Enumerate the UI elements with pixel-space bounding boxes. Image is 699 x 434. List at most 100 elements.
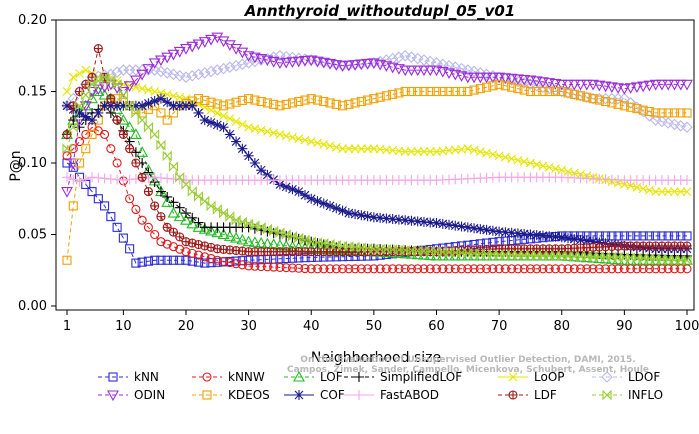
data-point	[444, 86, 454, 97]
y-tick-label: 0.00	[18, 299, 47, 314]
data-point	[431, 86, 442, 97]
data-point	[487, 69, 499, 82]
data-point	[663, 187, 673, 196]
data-point	[413, 245, 423, 257]
data-point	[350, 98, 360, 108]
series-line	[66, 69, 687, 193]
data-point	[87, 79, 97, 90]
data-point	[651, 231, 661, 241]
data-point	[256, 222, 266, 233]
data-point	[206, 117, 217, 128]
data-point	[123, 121, 136, 132]
data-point	[287, 98, 298, 108]
legend-label: LOF	[320, 370, 343, 384]
data-point	[131, 258, 141, 268]
data-point	[601, 264, 611, 274]
data-point	[180, 100, 191, 111]
data-point	[280, 57, 293, 69]
data-point	[200, 95, 210, 105]
data-point	[186, 217, 199, 229]
data-point	[124, 174, 135, 185]
data-point	[137, 100, 148, 111]
data-point	[626, 264, 636, 274]
data-point	[242, 235, 255, 247]
data-point	[242, 57, 255, 69]
data-point	[669, 264, 680, 274]
data-point	[312, 237, 323, 248]
data-point	[488, 264, 498, 274]
data-point	[682, 241, 692, 251]
data-point	[62, 255, 72, 265]
data-point	[168, 242, 179, 252]
data-point	[81, 89, 91, 101]
data-point	[187, 248, 197, 258]
data-point	[444, 264, 454, 274]
data-point	[74, 158, 85, 168]
data-point	[469, 248, 479, 259]
data-point	[292, 56, 305, 68]
y-tick-label: 0.15	[18, 85, 47, 100]
data-point	[375, 243, 385, 255]
data-point	[244, 218, 254, 230]
data-point	[613, 99, 623, 109]
data-point	[406, 86, 416, 97]
data-point	[193, 250, 204, 260]
legend-marker	[602, 389, 612, 401]
data-point	[230, 59, 242, 72]
data-point	[150, 255, 160, 265]
data-point	[582, 92, 592, 102]
data-point	[394, 88, 404, 98]
data-point	[269, 99, 279, 109]
series-fastabod	[62, 172, 692, 187]
data-point	[437, 218, 448, 229]
data-point	[150, 229, 160, 240]
data-point	[212, 255, 222, 265]
data-point	[231, 214, 241, 226]
data-point	[405, 65, 418, 77]
data-point	[106, 75, 116, 87]
data-point	[632, 231, 642, 241]
data-point	[532, 86, 542, 97]
data-point	[550, 250, 561, 262]
y-tick-label: 0.20	[18, 13, 47, 28]
data-point	[275, 262, 285, 272]
data-point	[123, 81, 136, 92]
data-point	[287, 184, 298, 195]
data-point	[601, 96, 611, 107]
data-point	[143, 256, 153, 266]
data-point	[118, 175, 129, 186]
data-point	[68, 174, 79, 185]
y-tick-label: 0.05	[18, 228, 47, 243]
data-point	[206, 97, 216, 107]
data-point	[156, 255, 166, 265]
data-point	[93, 172, 104, 183]
data-point	[199, 67, 211, 79]
data-point	[582, 264, 592, 274]
data-point	[205, 65, 217, 78]
data-point	[388, 264, 398, 274]
x-tick-label: 40	[303, 319, 320, 334]
data-point	[61, 187, 73, 198]
data-point	[155, 93, 166, 104]
data-point	[425, 86, 435, 97]
data-point	[156, 237, 166, 247]
data-point	[87, 129, 97, 139]
data-point	[81, 65, 91, 75]
data-point	[281, 181, 292, 192]
data-point	[400, 264, 410, 274]
data-point	[356, 96, 366, 107]
data-point	[594, 237, 605, 248]
data-point	[118, 129, 128, 139]
data-point	[411, 52, 424, 65]
data-point	[106, 212, 116, 222]
data-point	[350, 241, 360, 253]
data-point	[425, 246, 435, 257]
data-point	[106, 144, 116, 154]
data-point	[588, 264, 598, 274]
data-point	[143, 121, 153, 133]
data-point	[637, 81, 650, 93]
data-point	[337, 205, 348, 216]
data-point	[74, 122, 85, 133]
data-point	[162, 191, 173, 202]
data-point	[425, 147, 435, 156]
